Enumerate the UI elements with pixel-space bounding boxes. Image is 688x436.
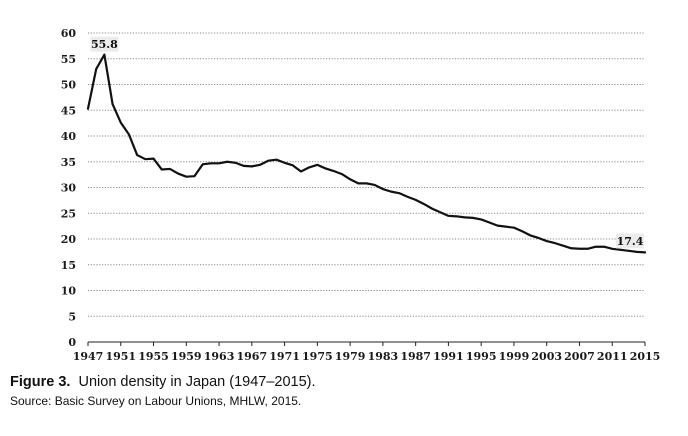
x-tick-label-1999: 1999 bbox=[499, 350, 530, 363]
x-tick-label-1947: 1947 bbox=[73, 350, 104, 363]
x-tick-label-1971: 1971 bbox=[269, 350, 300, 363]
x-tick-label-1995: 1995 bbox=[466, 350, 497, 363]
x-tick-label-2015: 2015 bbox=[630, 350, 661, 363]
data-annotations: 55.8 17.4 bbox=[90, 36, 644, 249]
x-tick-label-2011: 2011 bbox=[597, 350, 628, 363]
x-tick-label-1975: 1975 bbox=[302, 350, 333, 363]
x-tick-label-1963: 1963 bbox=[204, 350, 235, 363]
y-tick-label-30: 30 bbox=[61, 182, 77, 195]
y-tick-label-10: 10 bbox=[61, 285, 77, 298]
y-tick-label-0: 0 bbox=[68, 336, 76, 349]
y-tick-label-55: 55 bbox=[61, 53, 76, 66]
x-tick-label-2007: 2007 bbox=[564, 350, 595, 363]
data-label-1: 17.4 bbox=[617, 235, 644, 248]
gridlines bbox=[88, 32, 645, 317]
x-tick-label-1967: 1967 bbox=[237, 350, 268, 363]
series-line-0 bbox=[86, 53, 647, 254]
data-label-bg-0 bbox=[90, 36, 119, 52]
y-axis-ticks: 0 5 10 15 20 25 30 35 40 45 50 55 60 bbox=[61, 27, 77, 349]
y-tick-label-15: 15 bbox=[61, 259, 76, 272]
figure-caption: Figure 3. Union density in Japan (1947–2… bbox=[10, 373, 670, 409]
y-tick-label-25: 25 bbox=[61, 207, 76, 220]
line-chart: 0 5 10 15 20 25 30 35 40 45 50 55 60 1947 1951 1955 195… bbox=[61, 27, 661, 363]
y-tick-label-5: 5 bbox=[68, 310, 76, 323]
y-tick-label-45: 45 bbox=[61, 104, 76, 117]
data-label-bg-1 bbox=[616, 233, 644, 249]
data-label-0: 55.8 bbox=[91, 38, 118, 51]
y-tick-label-20: 20 bbox=[61, 233, 77, 246]
y-tick-label-35: 35 bbox=[61, 156, 76, 169]
x-tick-label-1983: 1983 bbox=[368, 350, 399, 363]
x-tick-label-2003: 2003 bbox=[531, 350, 562, 363]
x-tick-label-1951: 1951 bbox=[105, 350, 136, 363]
x-tick-label-1979: 1979 bbox=[335, 350, 366, 363]
x-tick-label-1991: 1991 bbox=[433, 350, 464, 363]
x-tick-label-1959: 1959 bbox=[171, 350, 202, 363]
figure-label: Figure 3. bbox=[10, 374, 71, 390]
x-axis-ticks: 1947 1951 1955 1959 1963 1967 1971 1975 1979 1983… bbox=[73, 342, 661, 363]
y-tick-label-40: 40 bbox=[61, 130, 77, 143]
caption-source: Source: Basic Survey on Labour Unions, M… bbox=[10, 394, 302, 408]
y-tick-label-50: 50 bbox=[61, 79, 77, 92]
x-tick-label-1987: 1987 bbox=[400, 350, 431, 363]
x-tick-label-1955: 1955 bbox=[138, 350, 169, 363]
figure-title: Union density in Japan (1947–2015). bbox=[78, 374, 316, 390]
series-group bbox=[86, 53, 647, 254]
caption-title: Figure 3. Union density in Japan (1947–2… bbox=[10, 373, 670, 391]
y-tick-label-60: 60 bbox=[61, 27, 77, 40]
